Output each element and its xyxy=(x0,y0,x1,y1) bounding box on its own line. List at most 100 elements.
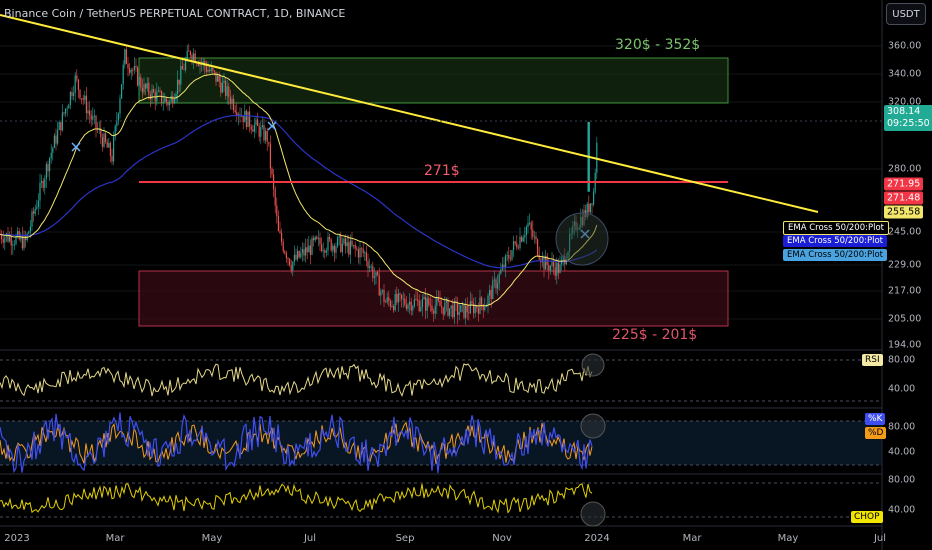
candle-body xyxy=(165,98,167,102)
candle-body xyxy=(503,264,505,269)
candle-body xyxy=(106,141,108,148)
candle-body xyxy=(498,273,500,284)
candle-body xyxy=(37,200,39,207)
candle-body xyxy=(449,308,451,316)
candle-body xyxy=(410,301,412,311)
candle-body xyxy=(49,157,51,172)
candle-body xyxy=(197,63,199,66)
candle-body xyxy=(45,164,47,179)
candle-body xyxy=(325,250,327,253)
candle-body xyxy=(431,305,433,312)
candle-body xyxy=(370,266,372,268)
stoch-panel xyxy=(0,412,882,474)
candle-body xyxy=(95,115,97,129)
candle-body xyxy=(361,248,363,250)
candle-body xyxy=(103,133,105,147)
ema-legend-item[interactable]: EMA Cross 50/200:Plot xyxy=(783,221,890,235)
candle-body xyxy=(285,253,287,259)
candle-body xyxy=(121,84,123,99)
candle-body xyxy=(113,137,115,162)
candle-body xyxy=(137,67,139,86)
ema50-line xyxy=(0,73,598,307)
candle-body xyxy=(202,61,204,64)
stoch-tick: 80.00 xyxy=(888,421,916,433)
candle-body xyxy=(354,244,356,249)
candle-body xyxy=(44,178,46,188)
currency-button[interactable]: USDT xyxy=(886,3,926,25)
candle-body xyxy=(356,248,358,250)
candle-body xyxy=(287,258,289,259)
candle-body xyxy=(53,135,55,148)
candle-body xyxy=(4,237,6,243)
support-zone-label: 225$ - 201$ xyxy=(612,327,698,343)
candle-body xyxy=(580,216,582,228)
candle-body xyxy=(255,119,257,125)
candle-body xyxy=(348,242,350,255)
candle-body xyxy=(559,264,561,273)
time-tick: Mar xyxy=(682,533,702,544)
descending-trendline[interactable] xyxy=(0,14,819,213)
candle-body xyxy=(52,147,54,153)
candle-body xyxy=(423,296,425,300)
candle-body xyxy=(87,110,89,114)
candle-body xyxy=(489,290,491,296)
ema-legend-item[interactable]: EMA Cross 50/200:Plot xyxy=(783,249,888,261)
candle-body xyxy=(343,238,345,244)
candle-body xyxy=(175,93,177,100)
candle-body xyxy=(373,276,375,278)
time-tick: May xyxy=(201,533,223,544)
candle-body xyxy=(111,155,113,162)
candle-body xyxy=(338,235,340,238)
candle-body xyxy=(538,255,540,260)
candle-body xyxy=(388,297,390,302)
candle-body xyxy=(226,86,228,96)
candle-body xyxy=(223,80,225,84)
candle-body xyxy=(47,164,49,172)
candle-body xyxy=(194,53,196,63)
candle-body xyxy=(122,64,124,85)
candle-body xyxy=(29,226,31,232)
candle-body xyxy=(20,235,22,240)
resistance-zone[interactable] xyxy=(138,57,729,104)
candle-body xyxy=(327,236,329,251)
candle-body xyxy=(157,90,159,92)
chop-badge: CHOP xyxy=(851,511,883,523)
ema-legend-item[interactable]: EMA Cross 50/200:Plot xyxy=(783,235,888,247)
candle-body xyxy=(69,91,71,106)
candle-body xyxy=(487,295,489,306)
candle-body xyxy=(383,290,385,302)
bar-countdown: 09:25:50 xyxy=(887,118,930,129)
candle-body xyxy=(564,255,566,265)
current-price-tag: 308.14 09:25:50 xyxy=(884,105,932,131)
candle-body xyxy=(330,239,332,251)
candle-body xyxy=(2,239,4,243)
candle-body xyxy=(36,206,38,209)
candle-body xyxy=(257,119,259,126)
candle-body xyxy=(293,254,295,262)
candle-body xyxy=(317,237,319,239)
candle-body xyxy=(183,69,185,71)
highlight-circle xyxy=(555,212,609,266)
rsi-panel xyxy=(0,353,882,402)
candle-body xyxy=(178,79,180,85)
candle-body xyxy=(329,236,331,240)
candle-body xyxy=(321,244,323,251)
level-tag: 271.48 xyxy=(884,191,924,205)
price-tick: 280.00 xyxy=(888,163,922,175)
candle-body xyxy=(511,250,513,260)
candle-body xyxy=(567,251,569,260)
candle-body xyxy=(39,182,41,201)
candle-body xyxy=(21,235,23,249)
stoch-tick: 40.00 xyxy=(888,446,916,458)
candle-body xyxy=(159,90,161,92)
time-tick: 2024 xyxy=(584,533,610,544)
candle-body xyxy=(505,255,507,269)
ema-cross-marker xyxy=(580,229,590,239)
stoch-d-badge: %D xyxy=(865,427,887,439)
candle-body xyxy=(100,128,102,138)
candle-body xyxy=(258,125,260,137)
time-tick: 2023 xyxy=(4,533,30,544)
candle-body xyxy=(493,279,495,281)
candle-body xyxy=(332,245,334,251)
